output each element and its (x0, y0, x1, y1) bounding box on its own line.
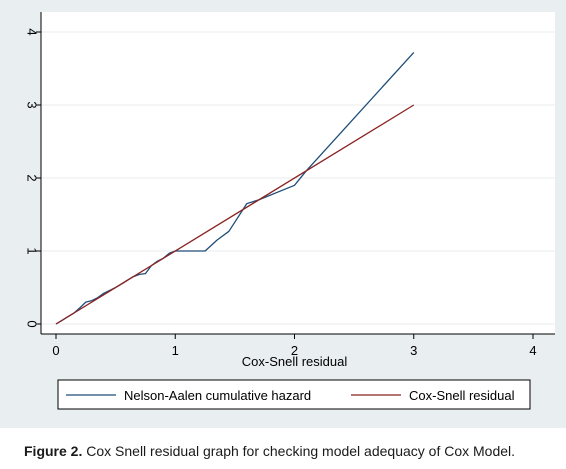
axis-layer (36, 12, 555, 339)
x-tick-label-1: 1 (172, 343, 179, 358)
cox-snell-chart: 0 1 2 3 4 0 1 2 3 4 Cox-Snell residual Nelson-Aale… (25, 12, 555, 410)
figure-caption: Figure 2. Cox Snell residual graph for c… (24, 443, 554, 459)
series-layer (55, 51, 415, 325)
figure-panel: 0 1 2 3 4 0 1 2 3 4 Cox-Snell residual Nelson-Aale… (0, 0, 566, 428)
x-tick-label-3: 3 (410, 343, 417, 358)
y-tick-label-2: 2 (25, 174, 40, 181)
x-tick-label-2: 2 (291, 343, 298, 358)
caption-text: Cox Snell residual graph for checking mo… (82, 443, 516, 459)
label-layer: 0 1 2 3 4 0 1 2 3 4 Cox-Snell residual (25, 28, 537, 369)
series-line-1 (55, 51, 415, 325)
legend: Nelson-Aalen cumulative hazard Cox-Snell … (57, 379, 531, 410)
legend-label-1: Nelson-Aalen cumulative hazard (124, 388, 311, 403)
y-tick-label-0: 0 (25, 320, 40, 327)
x-axis-title: Cox-Snell residual (242, 354, 348, 369)
caption-label: Figure 2. (24, 443, 83, 459)
grid-layer (41, 31, 555, 325)
y-tick-label-1: 1 (25, 247, 40, 254)
x-tick-label-0: 0 (52, 343, 59, 358)
series-line-2 (55, 104, 415, 325)
legend-box (57, 379, 531, 410)
y-tick-label-3: 3 (25, 101, 40, 108)
legend-label-2: Cox-Snell residual (409, 388, 515, 403)
y-tick-label-4: 4 (25, 28, 40, 35)
x-tick-label-4: 4 (529, 343, 536, 358)
